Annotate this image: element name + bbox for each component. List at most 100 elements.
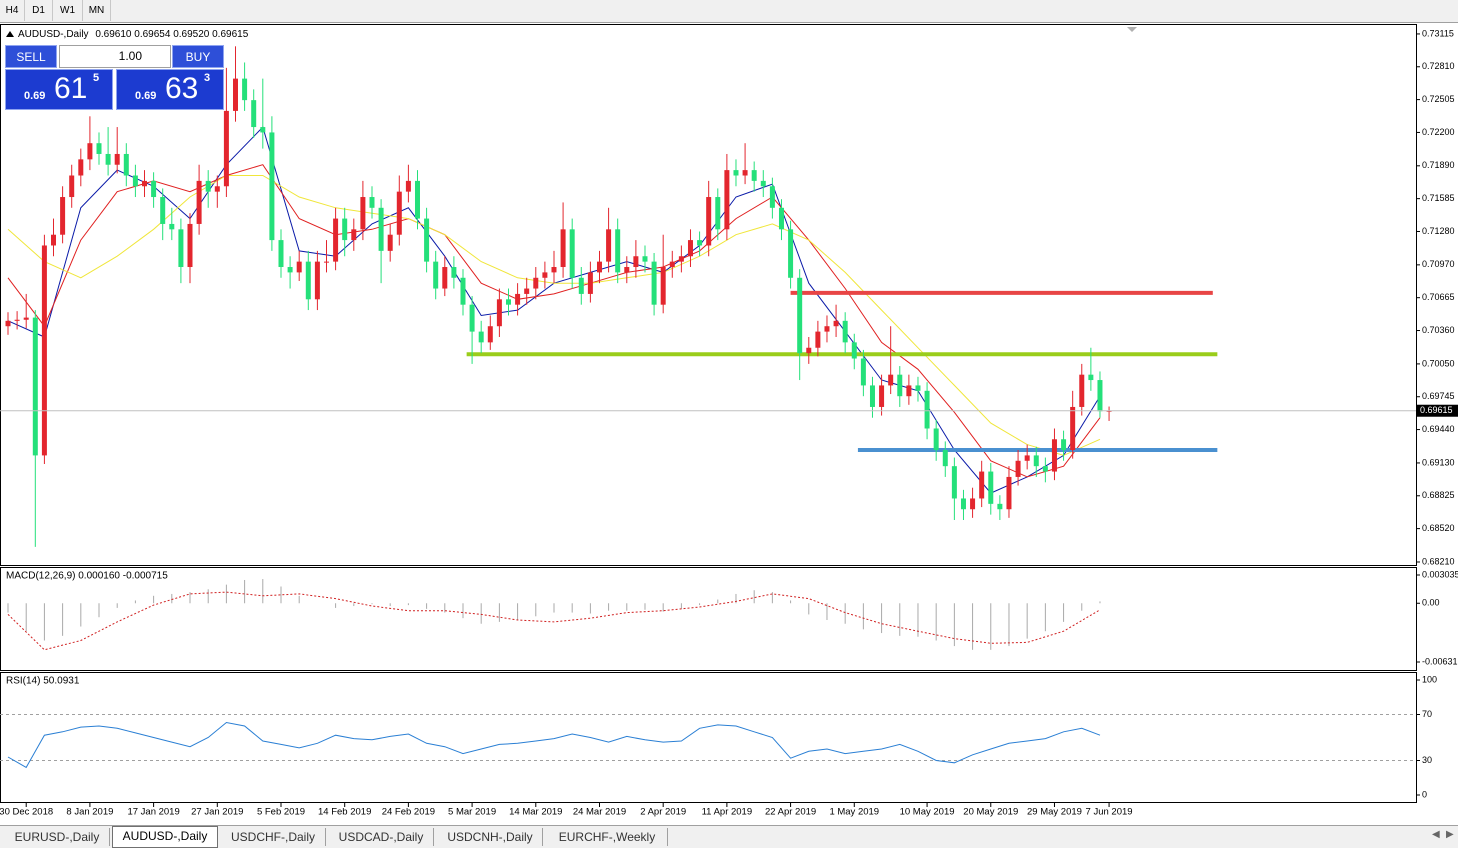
x-tick-label: 14 Feb 2019 <box>318 807 371 818</box>
candle-body <box>933 428 939 451</box>
candle-body <box>906 385 912 397</box>
candle-body <box>132 175 138 187</box>
candle-body <box>706 197 712 246</box>
title-icon <box>6 31 14 37</box>
candle-body <box>988 471 994 504</box>
y-tick-label: 0.72505 <box>1422 94 1455 104</box>
candle-body <box>5 320 11 327</box>
candle-body <box>232 78 238 111</box>
candle-body <box>351 229 357 241</box>
y-tick-label: 0.00 <box>1422 598 1440 608</box>
candle-body <box>1006 476 1012 510</box>
macd-signal-line <box>7 591 1101 651</box>
x-tick-label: 5 Feb 2019 <box>257 807 305 818</box>
candle-body <box>951 466 957 499</box>
y-tick-label: 0.68825 <box>1422 490 1455 500</box>
timeframe-button[interactable]: H4 <box>0 0 25 21</box>
y-tick-label: 0.69745 <box>1422 391 1455 401</box>
ask-price[interactable]: 0.69 63 3 <box>116 69 224 110</box>
candle-body <box>915 385 921 391</box>
y-tick-label: 0.69440 <box>1422 424 1455 434</box>
chart-title: AUDUSD-,Daily 0.69610 0.69654 0.69520 0.… <box>18 29 249 40</box>
last-price-label: 0.69615 <box>1420 405 1453 415</box>
timeframe-button[interactable]: W1 <box>53 0 83 21</box>
candle-body <box>460 277 466 305</box>
candle-body <box>797 277 803 354</box>
candle-body <box>733 170 739 176</box>
x-tick-label: 17 Jan 2019 <box>127 807 179 818</box>
candle-body <box>524 288 530 294</box>
chart-tab[interactable]: USDCAD-,Daily <box>329 828 434 846</box>
candle-body <box>778 207 784 230</box>
timeframe-button[interactable]: MN <box>83 0 111 21</box>
x-tick-label: 20 May 2019 <box>963 807 1018 818</box>
price-pips: 63 <box>165 72 199 105</box>
shift-marker <box>1127 27 1137 32</box>
price-prefix: 0.69 <box>24 90 46 102</box>
bid-price[interactable]: 0.69 61 5 <box>5 69 113 110</box>
y-tick-label: 0.71585 <box>1422 193 1455 203</box>
candle-body <box>387 234 393 251</box>
y-tick-label: 0.70050 <box>1422 358 1455 368</box>
tab-scroll-right[interactable]: ▶ <box>1446 829 1454 840</box>
candle-body <box>897 374 903 397</box>
candle-body <box>687 240 693 257</box>
candle-body <box>997 503 1003 510</box>
y-tick-label: 30 <box>1422 755 1432 765</box>
candle-body <box>60 197 66 235</box>
candle-body <box>860 358 866 386</box>
chart-tab[interactable]: USDCHF-,Daily <box>221 828 326 846</box>
timeframe-button[interactable]: D1 <box>25 0 53 21</box>
candle-body <box>879 385 885 407</box>
chart-tab[interactable]: USDCNH-,Daily <box>438 828 543 846</box>
candle-body <box>142 180 148 187</box>
candle-body <box>442 267 448 289</box>
candle-body <box>1051 439 1057 472</box>
x-tick-label: 14 Mar 2019 <box>509 807 562 818</box>
candle-body <box>287 267 293 273</box>
candle-body <box>505 299 511 305</box>
candle-body <box>970 498 976 510</box>
sell-button[interactable]: SELL <box>5 45 57 68</box>
buy-button[interactable]: BUY <box>172 45 224 68</box>
candle-body <box>414 180 420 219</box>
rsi-panel <box>0 672 1417 803</box>
candle-body <box>151 180 157 198</box>
chart-tab[interactable]: EURUSD-,Daily <box>5 828 110 846</box>
candle-body <box>187 223 193 268</box>
lot-input[interactable]: 1.00 <box>59 45 171 68</box>
candle-body <box>451 267 457 278</box>
candle-body <box>223 110 229 187</box>
rsi-title: RSI(14) 50.0931 <box>6 676 80 687</box>
candle-body <box>278 240 284 268</box>
y-tick-label: 0.003035 <box>1422 569 1458 579</box>
y-tick-label: 0.68210 <box>1422 556 1455 566</box>
candle-body <box>960 498 966 510</box>
candle-body <box>178 229 184 268</box>
candle-body <box>587 272 593 294</box>
price-pips: 61 <box>54 72 88 105</box>
y-tick-label: 0.73115 <box>1422 28 1454 38</box>
chart: AUDUSD-,Daily 0.69610 0.69654 0.69520 0.… <box>0 24 1458 818</box>
candle-body <box>551 267 557 273</box>
candle-body <box>496 299 502 327</box>
y-tick-label: 0.70970 <box>1422 259 1455 269</box>
candle-body <box>305 261 311 300</box>
candle-body <box>205 180 211 192</box>
candle-body <box>32 317 38 456</box>
tab-scroll-left[interactable]: ◀ <box>1432 829 1440 840</box>
y-tick-label: 70 <box>1422 709 1432 719</box>
candle-body <box>542 272 548 278</box>
candle-body <box>515 293 521 305</box>
moving-average <box>7 164 1101 478</box>
x-tick-label: 24 Mar 2019 <box>573 807 626 818</box>
candle-body <box>769 186 775 208</box>
chart-tab[interactable]: AUDUSD-,Daily <box>112 826 218 848</box>
price-fraction: 5 <box>93 72 100 84</box>
candle-body <box>624 267 630 273</box>
candle-body <box>87 143 93 160</box>
chart-tab[interactable]: EURCHF-,Weekly <box>547 828 668 846</box>
candle-body <box>851 342 857 359</box>
price-prefix: 0.69 <box>135 90 157 102</box>
